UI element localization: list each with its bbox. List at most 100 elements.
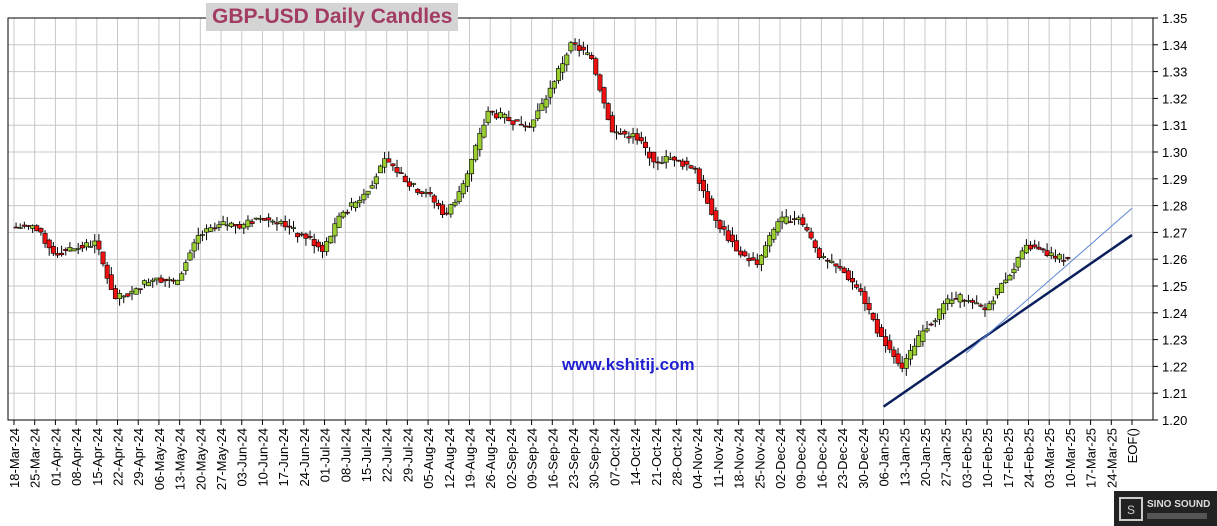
y-tick-label: 1.33 — [1162, 65, 1187, 80]
candle-body — [270, 220, 276, 223]
candle-body — [411, 183, 417, 185]
x-tick-label: EOF() — [1125, 428, 1140, 463]
candle-body — [162, 278, 168, 282]
candle-body — [903, 358, 909, 369]
candle-body — [427, 192, 433, 195]
candle-body — [46, 239, 52, 249]
candle-body — [286, 225, 292, 228]
candle-body — [742, 251, 748, 257]
x-tick-label: 03-Mar-25 — [1042, 428, 1057, 488]
x-tick-label: 15-Apr-24 — [90, 428, 105, 486]
x-tick-label: 21-Oct-24 — [649, 428, 664, 486]
candle-body — [369, 185, 375, 189]
x-tick-label: 06-Jan-25 — [877, 428, 892, 487]
candle-body — [245, 219, 251, 228]
plot-border — [7, 17, 1154, 421]
candle-body — [589, 54, 595, 59]
candle-body — [319, 244, 325, 252]
x-tick-label: 22-Apr-24 — [111, 428, 126, 486]
y-axis-ticks: 1.20 1.21 1.22 1.23 1.24 1.25 1.26 1.27 1.28 1.29… — [1153, 11, 1187, 428]
candle-body — [1028, 244, 1034, 250]
candle-body — [348, 202, 354, 207]
x-tick-label: 10-Mar-25 — [1063, 428, 1078, 488]
candle-body — [792, 218, 798, 220]
candle-body — [1032, 244, 1038, 248]
candle-body — [613, 131, 619, 134]
candle-body — [328, 235, 334, 244]
candle-body — [233, 224, 239, 227]
candle-body — [721, 226, 727, 230]
candle-body — [717, 220, 723, 230]
x-tick-label: 25-Nov-24 — [752, 428, 767, 489]
candle-body — [166, 278, 172, 281]
candle-body — [75, 248, 81, 250]
candle-body — [402, 175, 408, 183]
watermark-link[interactable]: www.kshitij.com — [562, 355, 695, 374]
candle-body — [390, 163, 396, 167]
candle-body — [266, 217, 272, 221]
x-tick-label: 08-Jul-24 — [338, 428, 353, 482]
candle-body — [440, 204, 446, 215]
candle-body — [1011, 268, 1017, 274]
candle-body — [307, 235, 313, 238]
candle-body — [117, 292, 123, 300]
candle-body — [112, 288, 118, 300]
candle-body — [464, 173, 470, 187]
candle-body — [651, 151, 657, 163]
candle-body — [469, 158, 475, 175]
candle-body — [763, 245, 769, 258]
candle-body — [183, 262, 189, 271]
y-tick-label: 1.27 — [1162, 225, 1187, 240]
candle-body — [199, 234, 205, 236]
candle-body — [994, 287, 1000, 296]
candle-body — [841, 267, 847, 273]
candle-body — [539, 103, 545, 111]
candle-body — [324, 241, 330, 252]
x-tick-label: 04-Nov-24 — [690, 428, 705, 489]
y-tick-label: 1.32 — [1162, 91, 1187, 106]
candle-body — [833, 263, 839, 267]
x-tick-label: 03-Feb-25 — [959, 428, 974, 488]
candle-body — [278, 221, 284, 224]
y-tick-label: 1.20 — [1162, 413, 1187, 428]
x-tick-label: 19-Aug-24 — [462, 428, 477, 489]
x-tick-label: 12-Aug-24 — [442, 428, 457, 489]
x-tick-label: 17-Feb-25 — [1001, 428, 1016, 488]
candle-body — [522, 125, 528, 128]
candle-body — [241, 224, 247, 229]
candle-body — [1015, 257, 1021, 268]
candle-body — [38, 228, 44, 233]
candle-body — [104, 264, 110, 279]
candle-body — [1036, 246, 1042, 250]
candle-body — [415, 188, 421, 193]
candle-body — [423, 192, 429, 194]
candle-body — [237, 224, 243, 229]
candle-body — [688, 165, 694, 169]
candle-body — [25, 225, 31, 227]
candle-body — [531, 119, 537, 128]
candle-body — [493, 113, 499, 119]
x-tick-label: 24-Jun-24 — [297, 428, 312, 487]
candle-body — [601, 87, 607, 104]
candle-body — [485, 110, 491, 123]
candle-body — [754, 259, 760, 265]
candle-body — [108, 274, 114, 290]
candle-body — [556, 68, 562, 81]
x-tick-label: 13-May-24 — [173, 428, 188, 490]
candle-body — [779, 216, 785, 223]
candle-body — [986, 303, 992, 311]
candle-body — [945, 298, 951, 304]
candle-body — [125, 293, 131, 297]
x-axis-ticks: 18-Mar-24 25-Mar-24 01-Apr-24 08-Apr-24 15-A… — [7, 420, 1140, 490]
candle-body — [829, 260, 835, 263]
candle-body — [1052, 255, 1058, 259]
candle-body — [344, 211, 350, 214]
candle-body — [42, 233, 48, 244]
candle-body — [154, 277, 160, 281]
candle-body — [431, 195, 437, 203]
candle-body — [680, 160, 686, 167]
candle-body — [630, 133, 636, 138]
candle-body — [924, 328, 930, 332]
x-tick-label: 05-Aug-24 — [421, 428, 436, 489]
candle-body — [990, 300, 996, 305]
